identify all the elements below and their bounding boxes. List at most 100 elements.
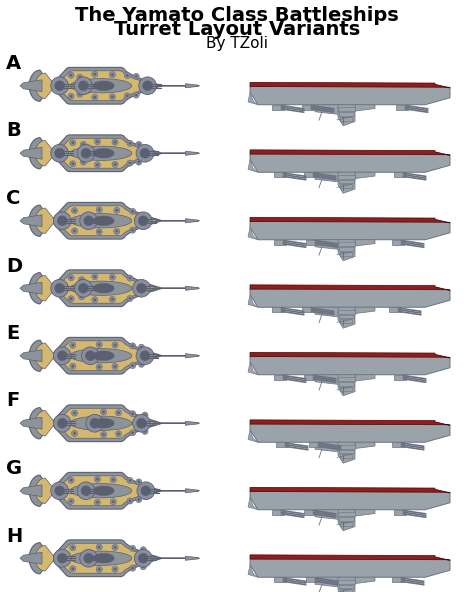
Polygon shape [70,79,132,93]
Circle shape [133,414,150,432]
Polygon shape [355,510,375,516]
Circle shape [73,209,76,212]
Circle shape [136,159,142,165]
Circle shape [73,432,76,435]
Circle shape [77,74,83,81]
Circle shape [94,139,100,145]
Bar [340,320,352,323]
Circle shape [137,284,146,293]
Circle shape [126,74,128,77]
Circle shape [131,210,134,213]
Circle shape [128,142,131,144]
Polygon shape [250,220,450,240]
Circle shape [80,295,83,298]
Circle shape [80,159,86,165]
Polygon shape [338,375,355,395]
Bar [338,580,355,584]
Text: H: H [6,526,22,545]
Bar [340,455,352,458]
Polygon shape [338,172,355,193]
Circle shape [127,160,133,166]
Circle shape [116,230,118,233]
Circle shape [140,564,146,570]
Text: G: G [6,459,22,478]
Circle shape [111,73,114,76]
Circle shape [98,366,100,368]
Circle shape [142,412,148,418]
Circle shape [55,486,64,496]
Circle shape [68,93,74,99]
Circle shape [79,284,88,293]
Circle shape [86,414,104,432]
Bar [274,375,286,379]
Circle shape [129,565,136,571]
Circle shape [93,73,96,76]
Polygon shape [250,352,450,358]
Polygon shape [70,484,132,498]
Circle shape [140,346,143,349]
Polygon shape [35,476,191,506]
Bar [302,105,314,110]
Text: E: E [6,324,19,343]
Circle shape [96,364,102,370]
Polygon shape [35,341,191,371]
Circle shape [70,479,73,481]
Bar [394,510,406,514]
Circle shape [112,544,118,551]
Circle shape [138,361,145,368]
Polygon shape [70,281,132,295]
Circle shape [72,344,74,346]
Circle shape [68,295,74,302]
Polygon shape [315,105,340,114]
Circle shape [74,279,92,297]
Polygon shape [338,240,355,260]
Circle shape [131,364,134,367]
Polygon shape [338,307,355,328]
Bar [338,445,355,449]
Polygon shape [20,215,42,227]
Circle shape [142,429,148,435]
Polygon shape [35,408,191,438]
Circle shape [72,207,78,214]
Circle shape [116,410,122,416]
Circle shape [70,140,76,146]
Polygon shape [355,375,375,381]
Polygon shape [93,419,114,428]
Circle shape [140,546,146,553]
Circle shape [68,72,74,78]
Bar [394,172,406,177]
Circle shape [109,94,116,100]
Polygon shape [355,307,375,314]
Polygon shape [250,420,450,426]
Text: Turret Layout Variants: Turret Layout Variants [114,20,360,39]
Circle shape [94,162,100,168]
Text: C: C [6,189,20,208]
Bar [339,517,354,521]
Circle shape [144,414,146,416]
Circle shape [131,229,134,231]
Circle shape [128,480,131,482]
Circle shape [140,351,150,361]
Polygon shape [35,274,191,303]
Polygon shape [250,555,450,561]
Circle shape [129,411,136,417]
Polygon shape [185,353,200,358]
Polygon shape [20,417,42,429]
Polygon shape [29,540,199,577]
Circle shape [96,229,102,235]
Circle shape [72,141,74,144]
Circle shape [137,161,140,163]
Bar [274,577,286,582]
Polygon shape [185,422,200,425]
Circle shape [112,139,118,145]
Polygon shape [70,416,132,430]
Circle shape [91,94,98,101]
Circle shape [131,345,134,348]
Circle shape [80,549,98,567]
Circle shape [96,567,102,572]
Circle shape [70,363,76,369]
Polygon shape [250,152,450,172]
Polygon shape [185,286,200,290]
Bar [389,307,401,312]
Circle shape [68,498,74,504]
